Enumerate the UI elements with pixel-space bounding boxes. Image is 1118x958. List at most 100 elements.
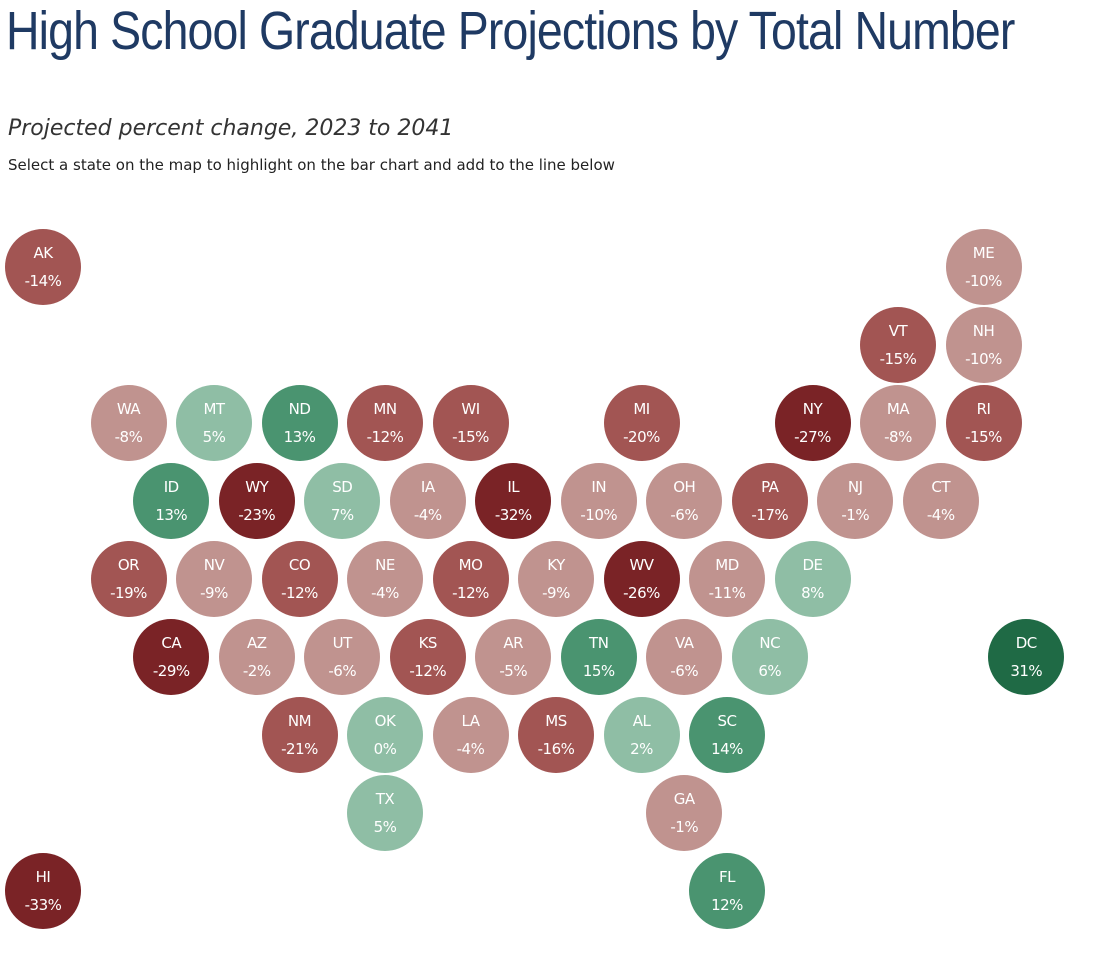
state-abbr: AR <box>503 634 524 652</box>
state-abbr: WY <box>245 478 269 496</box>
state-value: -15% <box>879 350 917 368</box>
state-sd[interactable]: SD 7% <box>304 463 381 539</box>
state-value: -19% <box>110 584 147 602</box>
state-ut[interactable]: UT -6% <box>304 619 381 695</box>
state-nm[interactable]: NM -21% <box>261 697 338 773</box>
state-value: -20% <box>623 428 660 446</box>
state-value: -4% <box>371 584 399 602</box>
state-az[interactable]: AZ -2% <box>218 619 295 695</box>
state-ak[interactable]: AK -14% <box>5 229 81 305</box>
state-mi[interactable]: MI -20% <box>603 385 680 461</box>
state-la[interactable]: LA -4% <box>432 697 509 773</box>
state-hi[interactable]: HI -33% <box>5 853 81 929</box>
state-ri[interactable]: RI -15% <box>945 385 1022 461</box>
state-abbr: IN <box>591 478 607 496</box>
state-ga[interactable]: GA -1% <box>646 775 723 851</box>
state-abbr: ME <box>972 244 995 262</box>
state-ma[interactable]: MA -8% <box>860 385 936 461</box>
state-ks[interactable]: KS -12% <box>389 619 466 695</box>
state-me[interactable]: ME -10% <box>945 229 1022 305</box>
state-pa[interactable]: PA -17% <box>731 463 808 539</box>
state-id[interactable]: ID 13% <box>133 463 210 539</box>
state-ny[interactable]: NY -27% <box>774 385 851 461</box>
state-abbr: OR <box>117 556 140 574</box>
state-abbr: MO <box>458 556 483 574</box>
state-abbr: HI <box>35 868 51 886</box>
state-abbr: WI <box>461 400 480 418</box>
state-vt[interactable]: VT -15% <box>860 307 936 383</box>
state-nj[interactable]: NJ -1% <box>817 463 894 539</box>
state-md[interactable]: MD -11% <box>689 541 765 617</box>
state-tx[interactable]: TX 5% <box>347 775 423 851</box>
state-de[interactable]: DE 8% <box>774 541 851 617</box>
state-abbr: KY <box>547 556 565 574</box>
state-value: -26% <box>623 584 660 602</box>
state-ar[interactable]: AR -5% <box>475 619 552 695</box>
state-value: -11% <box>708 584 746 602</box>
state-value: -14% <box>24 272 62 290</box>
state-value: -6% <box>328 662 357 680</box>
state-value: 31% <box>1010 662 1043 680</box>
state-ne[interactable]: NE -4% <box>347 541 423 617</box>
state-wv[interactable]: WV -26% <box>603 541 680 617</box>
state-abbr: CT <box>931 478 951 496</box>
state-value: -15% <box>965 428 1002 446</box>
state-value: -1% <box>670 818 699 836</box>
state-mt[interactable]: MT 5% <box>176 385 252 461</box>
state-abbr: WA <box>116 400 141 418</box>
state-abbr: MD <box>715 556 739 574</box>
state-oh[interactable]: OH -6% <box>646 463 723 539</box>
state-ms[interactable]: MS -16% <box>518 697 594 773</box>
state-value: -29% <box>152 662 190 680</box>
state-ct[interactable]: CT -4% <box>902 463 979 539</box>
state-abbr: NM <box>287 712 312 730</box>
state-abbr: AZ <box>246 634 267 652</box>
state-nh[interactable]: NH -10% <box>945 307 1022 383</box>
state-nv[interactable]: NV -9% <box>176 541 252 617</box>
state-al[interactable]: AL 2% <box>603 697 680 773</box>
state-abbr: SD <box>332 478 353 496</box>
state-il[interactable]: IL -32% <box>475 463 552 539</box>
state-abbr: KS <box>418 634 438 652</box>
state-ca[interactable]: CA -29% <box>133 619 210 695</box>
state-ok[interactable]: OK 0% <box>347 697 423 773</box>
state-abbr: MT <box>203 400 225 418</box>
state-abbr: OH <box>673 478 696 496</box>
state-wy[interactable]: WY -23% <box>218 463 295 539</box>
state-abbr: NC <box>759 634 781 652</box>
state-va[interactable]: VA -6% <box>646 619 723 695</box>
state-value: 7% <box>330 506 354 524</box>
state-sc[interactable]: SC 14% <box>689 697 765 773</box>
state-nc[interactable]: NC 6% <box>731 619 808 695</box>
state-nd[interactable]: ND 13% <box>261 385 338 461</box>
state-value: -21% <box>281 740 318 758</box>
state-ky[interactable]: KY -9% <box>518 541 594 617</box>
state-ia[interactable]: IA -4% <box>389 463 466 539</box>
state-abbr: IL <box>507 478 520 496</box>
state-abbr: NY <box>802 400 823 418</box>
state-abbr: VA <box>674 634 694 652</box>
state-mn[interactable]: MN -12% <box>347 385 423 461</box>
state-co[interactable]: CO -12% <box>261 541 338 617</box>
state-value: -16% <box>537 740 575 758</box>
state-value: -17% <box>751 506 789 524</box>
state-value: -1% <box>841 506 870 524</box>
state-fl[interactable]: FL 12% <box>689 853 765 929</box>
state-value: -5% <box>499 662 528 680</box>
state-in[interactable]: IN -10% <box>560 463 637 539</box>
state-abbr: MI <box>633 400 650 418</box>
state-value: 13% <box>283 428 316 446</box>
state-dc[interactable]: DC 31% <box>988 619 1065 695</box>
state-value: 14% <box>711 740 743 758</box>
state-wi[interactable]: WI -15% <box>432 385 509 461</box>
state-value: -6% <box>670 506 699 524</box>
state-value: -10% <box>580 506 618 524</box>
state-wa[interactable]: WA -8% <box>90 385 167 461</box>
state-or[interactable]: OR -19% <box>90 541 167 617</box>
state-abbr: MS <box>545 712 567 730</box>
state-tn[interactable]: TN 15% <box>560 619 637 695</box>
state-abbr: DC <box>1015 634 1038 652</box>
state-value: 8% <box>801 584 824 602</box>
state-value: -6% <box>670 662 699 680</box>
state-mo[interactable]: MO -12% <box>432 541 509 617</box>
